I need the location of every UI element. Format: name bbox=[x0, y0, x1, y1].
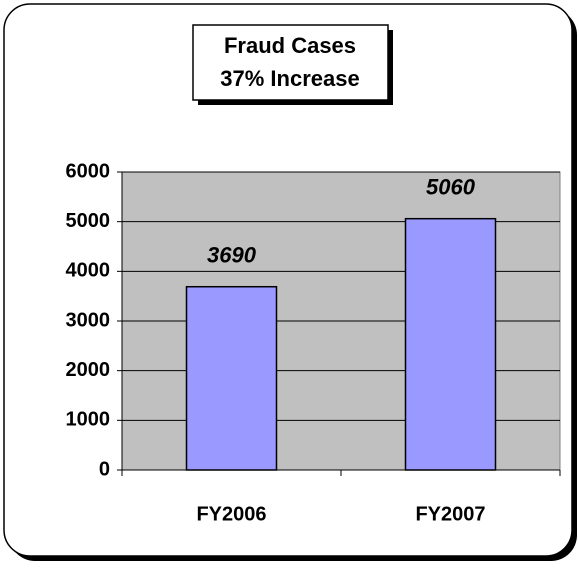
y-tick-label: 3000 bbox=[66, 309, 111, 331]
x-tick-label: FY2006 bbox=[196, 503, 266, 525]
y-tick-label: 4000 bbox=[66, 260, 111, 282]
data-label: 5060 bbox=[426, 174, 476, 199]
title-box bbox=[192, 24, 389, 101]
y-tick-label: 5000 bbox=[66, 210, 111, 232]
bar bbox=[185, 285, 278, 471]
y-tick-label: 1000 bbox=[66, 409, 111, 431]
y-tick-label: 0 bbox=[99, 458, 110, 480]
bar bbox=[404, 217, 497, 471]
x-tick-label: FY2007 bbox=[415, 503, 485, 525]
y-tick-label: 2000 bbox=[66, 359, 111, 381]
chart-subtitle: 37% Increase bbox=[220, 66, 359, 91]
y-tick-label: 6000 bbox=[66, 160, 111, 182]
data-label: 3690 bbox=[207, 243, 257, 268]
chart-title: Fraud Cases bbox=[224, 33, 356, 58]
